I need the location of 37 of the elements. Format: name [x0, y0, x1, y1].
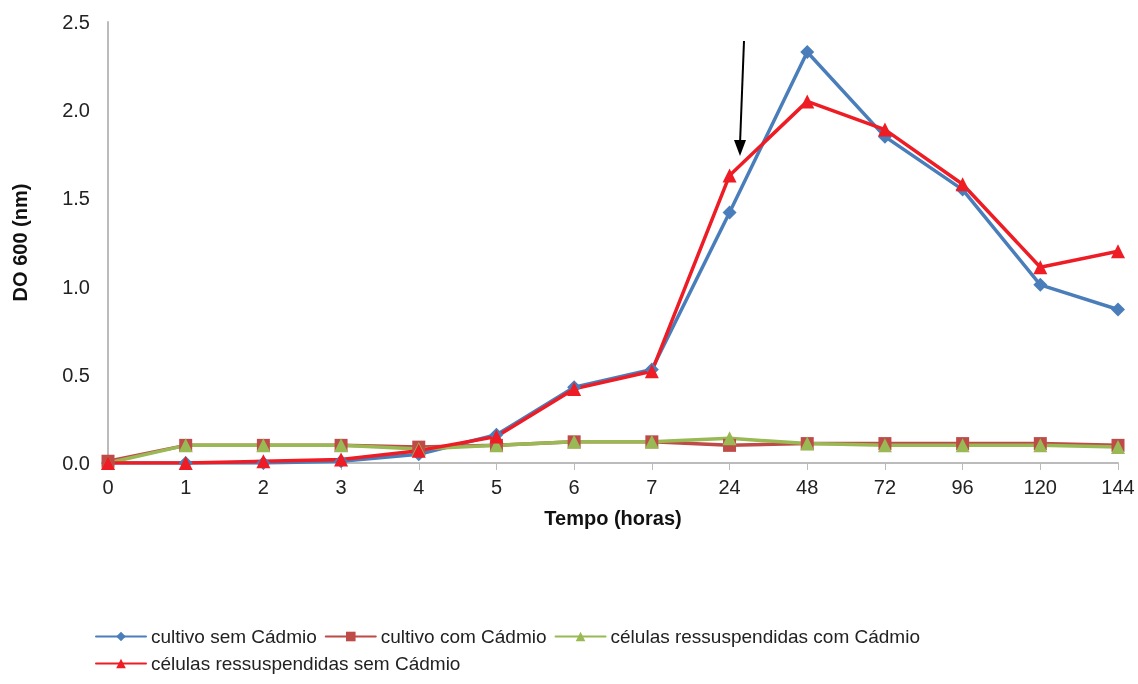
- x-tick-label: 7: [646, 476, 658, 498]
- point: [722, 205, 737, 220]
- legend-label: células ressuspendidas sem Cádmio: [151, 653, 461, 674]
- x-tick-label: 144: [1101, 476, 1135, 498]
- y-tick-label: 0.5: [62, 363, 90, 386]
- x-tick-label: 72: [873, 476, 897, 498]
- legend-label: células ressuspendidas com Cádmio: [610, 626, 920, 647]
- y-tick-label: 1.5: [62, 187, 90, 210]
- x-tick-label: 1: [180, 476, 192, 498]
- x-tick-label: 120: [1023, 476, 1057, 498]
- point: [877, 122, 892, 137]
- x-tick-label: 96: [951, 476, 974, 498]
- x-tick-label: 4: [413, 476, 425, 498]
- x-tick-label: 3: [335, 476, 347, 498]
- point: [1111, 244, 1125, 259]
- x-tick-label: 24: [718, 476, 741, 498]
- x-tick-label: 2: [257, 476, 269, 498]
- y-tick-label: 2.5: [62, 11, 90, 33]
- y-axis-title: DO 600 (nm): [9, 183, 31, 302]
- x-tick-label: 5: [490, 476, 503, 498]
- x-tick-label: 6: [568, 476, 580, 498]
- point: [722, 431, 737, 446]
- point: [800, 94, 815, 109]
- point: [955, 177, 970, 192]
- legend-label: cultivo com Cádmio: [380, 626, 547, 647]
- y-tick-label: 2.0: [62, 99, 90, 122]
- legend-label: cultivo sem Cádmio: [151, 626, 317, 647]
- point: [800, 44, 815, 59]
- y-tick-label: 1.0: [62, 275, 90, 298]
- x-axis-title: Tempo (horas): [544, 507, 682, 529]
- point: [1033, 260, 1048, 275]
- point: [722, 168, 737, 183]
- x-tick-label: 0: [102, 476, 114, 498]
- y-tick-label: 0.0: [62, 452, 90, 474]
- point: [1033, 277, 1048, 292]
- point: [1111, 302, 1125, 317]
- x-tick-label: 48: [796, 476, 819, 498]
